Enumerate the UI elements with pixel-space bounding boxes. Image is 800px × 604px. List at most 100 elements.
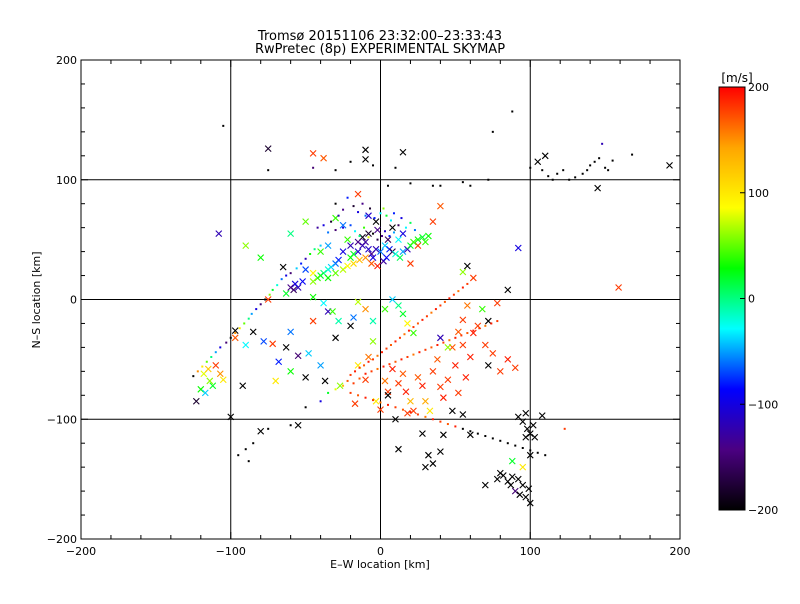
data-point-cross [239,382,247,390]
data-point-dot [404,226,407,229]
data-point-cross [362,238,369,246]
data-point-dot [563,427,566,430]
data-point-cross [484,361,492,369]
data-point-dot [469,184,472,187]
data-point-dot [412,353,415,356]
data-point-cross [469,274,477,282]
data-point-dot [313,248,316,251]
data-point-cross [219,376,227,384]
data-point-cross [275,358,283,366]
data-point-cross [422,463,429,471]
data-point-cross [395,379,402,387]
data-point-cross [437,448,444,455]
data-point-cross [372,245,380,253]
data-point-dot [568,178,571,181]
data-point-dot [379,212,382,215]
data-point-cross [440,431,447,439]
data-point-dot [589,164,592,167]
data-point-cross [350,260,357,267]
data-point-cross [414,242,422,250]
data-point-cross [507,481,515,489]
data-point-cross [264,145,272,153]
data-point-dot [363,226,366,229]
data-point-dot [586,169,589,172]
data-point-dot [280,278,283,281]
data-point-cross [336,382,344,390]
data-point-dot [412,326,415,329]
data-point-cross [282,290,290,297]
data-point-cross [365,212,372,220]
data-point-dot [309,252,312,255]
data-point-dot [247,317,250,320]
data-point-cross [516,491,524,499]
data-point-dot [394,360,397,363]
data-point-dot [372,399,375,402]
data-point-dot [476,432,479,435]
data-point-cross [434,355,441,363]
data-point-dot [225,341,228,344]
data-point-dot [418,351,421,354]
data-point-dot [607,169,610,172]
data-point-dot [409,221,412,224]
data-point-dot [407,329,410,332]
data-point-cross [365,230,372,238]
data-point-cross [350,250,357,258]
data-point-cross [466,353,474,361]
data-point-dot [389,344,392,347]
data-point-dot [511,110,514,113]
data-point-cross [399,230,407,238]
data-point-dot [454,425,457,428]
data-point-dot [327,391,330,394]
data-point-cross [519,463,527,471]
data-point-cross [350,314,357,321]
data-point-dot [472,329,475,332]
data-point-dot [611,159,614,162]
data-point-cross [287,328,295,336]
data-point-cross [212,361,220,369]
data-point-dot [461,181,464,184]
data-point-cross [269,340,277,348]
data-point-dot [255,308,258,311]
data-point-cross [302,373,310,381]
data-point-dot [484,435,487,438]
data-point-dot [354,370,357,373]
data-point-cross [309,317,317,325]
data-point-cross [374,226,381,234]
colorbar-tick-label: −100 [748,398,778,411]
data-point-dot [547,175,550,178]
data-point-cross [392,250,399,258]
data-point-cross [496,367,504,375]
data-point-cross [354,238,362,246]
data-point-dot [598,157,601,160]
data-point-cross [522,433,530,441]
data-point-dot [416,413,419,416]
data-point-dot [276,284,279,287]
data-point-cross [242,341,250,349]
data-point-dot [357,211,360,214]
data-point-dot [386,403,389,406]
data-point-dot [264,298,267,301]
x-tick-label: 200 [670,545,691,558]
data-point-cross [481,341,489,349]
data-point-cross [209,382,217,390]
data-point-dot [214,351,217,354]
data-point-dot [295,267,298,270]
data-point-cross [320,299,327,307]
data-point-cross [466,431,474,439]
data-point-dot [383,230,386,233]
data-point-dot [234,332,237,335]
data-point-cross [526,499,534,507]
data-point-cross [402,388,410,396]
data-point-dot [452,293,455,296]
data-point-dot [304,406,307,409]
x-axis-label: E–W location [km] [330,558,430,571]
data-point-cross [344,236,351,244]
data-point-dot [529,449,532,452]
data-point-cross [395,236,402,244]
data-point-cross [264,296,272,303]
data-point-cross [369,254,377,261]
data-point-cross [396,254,404,261]
data-point-cross [339,266,347,273]
data-point-cross [481,481,489,489]
